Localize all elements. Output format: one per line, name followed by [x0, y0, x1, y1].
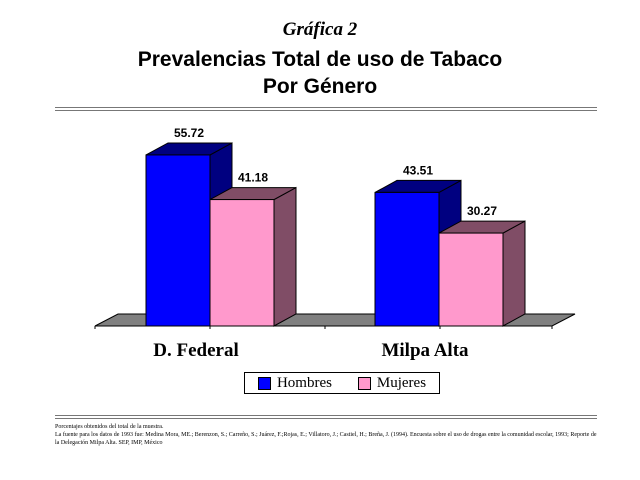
category-label-milpa-alta: Milpa Alta [381, 340, 469, 361]
data-label-mujeres-dfederal: 41.18 [238, 171, 268, 185]
footnote-source: La fuente para los datos de 1993 fue: Me… [55, 432, 597, 446]
legend-item-mujeres: Mujeres [357, 374, 427, 392]
data-label-hombres-dfederal: 55.72 [174, 126, 204, 140]
legend: Hombres Mujeres [244, 372, 440, 394]
category-label-dfederal: D. Federal [153, 340, 238, 361]
bar-mujeres-milpa-alta [438, 232, 504, 327]
legend-label-hombres: Hombres [276, 374, 332, 391]
bar-hombres-dfederal [145, 154, 211, 327]
bar-mujeres-dfederal [209, 199, 275, 327]
footnote-sample: Porcentajes obtenidos del total de la mu… [55, 424, 164, 430]
legend-swatch-hombres [257, 376, 271, 390]
bar-side-mujeres-milpa-alta [502, 220, 526, 327]
legend-swatch-mujeres [357, 376, 371, 390]
legend-item-hombres: Hombres [257, 374, 332, 392]
chart-subtitle: Por Género [262, 75, 378, 98]
footnotes: Porcentajes obtenidos del total de la mu… [55, 423, 600, 447]
bar-side-mujeres-dfederal [273, 186, 297, 327]
bottom-divider [55, 415, 597, 419]
legend-label-mujeres: Mujeres [376, 374, 427, 391]
top-divider [55, 107, 597, 111]
data-label-mujeres-milpa-alta: 30.27 [467, 204, 497, 218]
chart-title: Prevalencias Total de uso de Tabaco [137, 48, 503, 71]
bar-hombres-milpa-alta [374, 191, 440, 327]
chart-kicker: Gráfica 2 [282, 19, 358, 40]
data-label-hombres-milpa-alta: 43.51 [403, 163, 433, 177]
